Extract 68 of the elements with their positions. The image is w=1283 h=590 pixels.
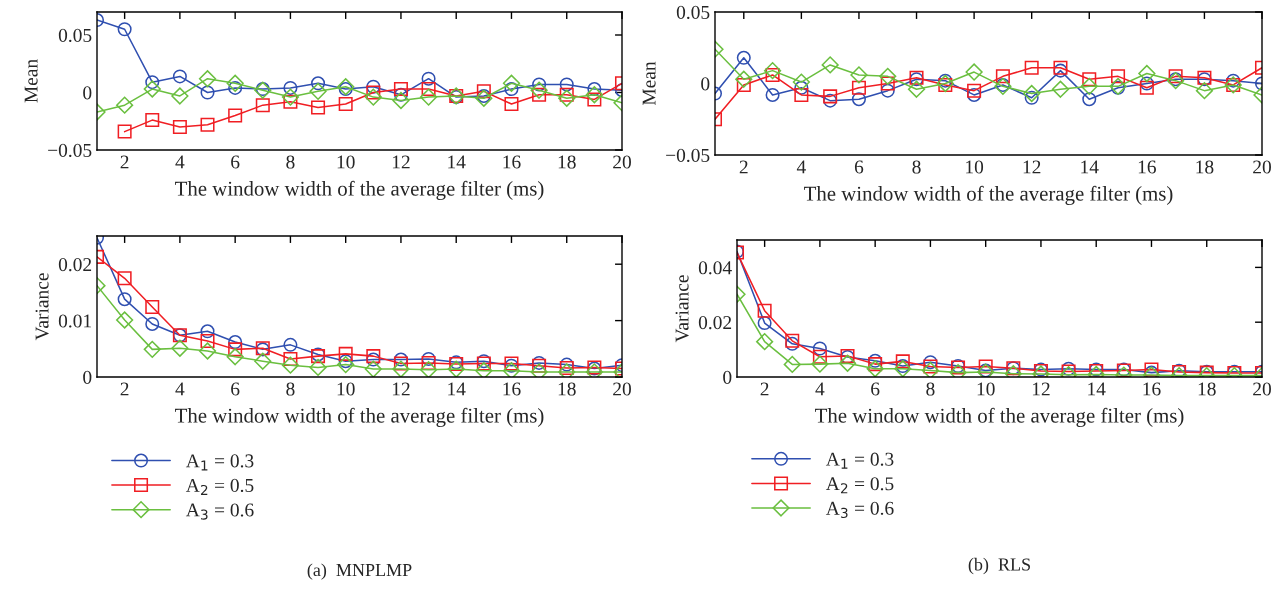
x-tick-label: 8 <box>926 382 935 396</box>
legend-label: A$_{2}$ = 0.5 <box>185 478 254 495</box>
x-tick-label: 12 <box>392 382 410 396</box>
x-tick-label: 16 <box>503 382 521 396</box>
x-tick-label: 16 <box>1143 382 1161 396</box>
x-axis-title: The window width of the average filter (ms) <box>804 185 1173 205</box>
x-tick-label: 8 <box>286 155 295 169</box>
y-axis-title: Variance <box>35 273 49 341</box>
x-tick-label: 18 <box>1196 160 1214 174</box>
x-tick-label: 4 <box>796 160 806 174</box>
y-axis-title: Variance <box>675 275 689 343</box>
x-tick-label: 4 <box>175 155 185 169</box>
x-tick-label: 6 <box>871 382 880 396</box>
legend-label: A$_{1}$ = 0.3 <box>185 454 254 471</box>
legend-label: A$_{3}$ = 0.6 <box>185 503 254 520</box>
x-tick-label: 12 <box>1023 160 1041 174</box>
x-tick-label: 14 <box>1088 382 1106 396</box>
text: (a) MNPLMP <box>307 563 412 580</box>
text: (b) RLS <box>968 557 1030 575</box>
x-tick-label: 18 <box>1198 382 1216 396</box>
x-tick-label: 12 <box>1032 382 1050 396</box>
y-tick-label: −0.05 <box>666 148 710 163</box>
y-tick-label: 0 <box>723 370 732 384</box>
x-tick-label: 2 <box>120 155 129 169</box>
x-tick-label: 10 <box>337 382 355 396</box>
x-axis-title: The window width of the average filter (ms) <box>815 407 1184 427</box>
x-tick-label: 4 <box>815 382 825 396</box>
x-tick-label: 6 <box>231 155 240 169</box>
y-tick-label: 0.05 <box>58 28 92 43</box>
y-tick-label: 0 <box>83 370 92 384</box>
x-axis-title: The window width of the average filter (ms) <box>175 180 544 200</box>
x-tick-label: 12 <box>392 155 410 169</box>
y-axis-title: Mean <box>24 59 38 103</box>
x-tick-label: 8 <box>912 160 921 174</box>
x-tick-label: 10 <box>977 382 995 396</box>
x-tick-label: 18 <box>558 155 576 169</box>
x-tick-label: 4 <box>175 382 185 396</box>
x-tick-label: 10 <box>337 155 355 169</box>
x-tick-label: 20 <box>1253 382 1271 396</box>
legend-label: A$_{2}$ = 0.5 <box>825 477 894 494</box>
y-tick-label: 0 <box>83 86 92 100</box>
x-tick-label: 18 <box>558 382 576 396</box>
x-tick-label: 14 <box>448 155 466 169</box>
x-tick-label: 20 <box>613 382 631 396</box>
legend-label: A$_{3}$ = 0.6 <box>825 501 894 519</box>
x-axis-title: The window width of the average filter (ms) <box>175 407 544 427</box>
y-tick-label: −0.05 <box>48 143 92 158</box>
x-tick-label: 16 <box>1138 160 1156 174</box>
x-tick-label: 14 <box>448 382 466 396</box>
x-tick-label: 16 <box>503 155 521 169</box>
x-tick-label: 20 <box>1253 160 1271 174</box>
y-tick-label: 0.05 <box>676 5 710 20</box>
x-tick-label: 6 <box>231 382 240 396</box>
x-tick-label: 2 <box>739 160 748 174</box>
x-tick-label: 14 <box>1081 160 1099 174</box>
y-axis-title: Mean <box>642 61 656 106</box>
x-tick-label: 10 <box>966 160 984 174</box>
y-tick-label: 0.02 <box>58 258 92 272</box>
x-tick-label: 20 <box>613 155 631 169</box>
x-tick-label: 2 <box>120 382 129 396</box>
legend-label: A$_{1}$ = 0.3 <box>825 452 894 469</box>
x-tick-label: 6 <box>854 160 864 174</box>
y-tick-label: 0 <box>701 77 710 91</box>
x-tick-label: 8 <box>286 382 295 396</box>
y-tick-label: 0.04 <box>698 261 732 275</box>
x-tick-label: 2 <box>760 382 769 396</box>
y-tick-label: 0.01 <box>58 314 91 328</box>
y-tick-label: 0.02 <box>698 316 732 330</box>
